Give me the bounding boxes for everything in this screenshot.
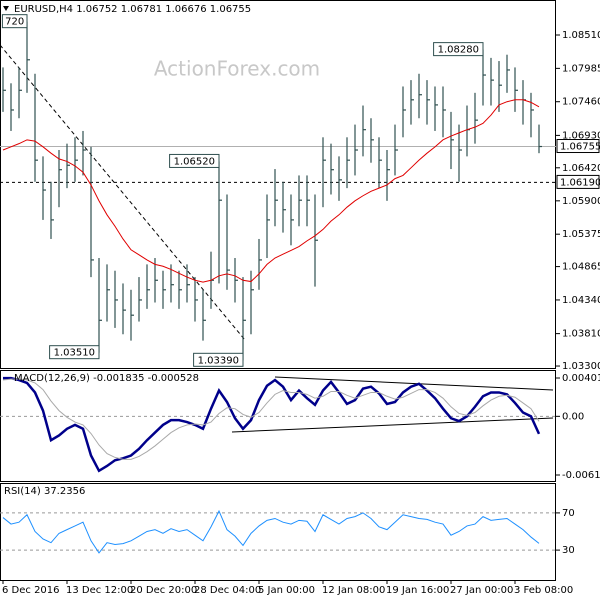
- rsi-title: RSI(14) 37.2356: [4, 486, 85, 497]
- signal-line: [2, 378, 540, 460]
- y-tick-label: 0.00: [562, 411, 584, 422]
- x-tick-label: 13 Dec 12:00: [66, 585, 133, 596]
- price-annotation: [169, 153, 220, 168]
- y-tick-label: 1.03300: [562, 361, 600, 372]
- y-tick-label: 1.04340: [562, 295, 600, 306]
- price-label-box: [556, 174, 600, 189]
- price-panel: [0, 0, 556, 369]
- rsi-plot: [0, 509, 556, 554]
- macd-line: [3, 376, 541, 473]
- y-tick-label: 1.03810: [562, 329, 600, 340]
- y-tick-label: 1.07985: [562, 63, 600, 74]
- rsi-panel: [0, 483, 556, 581]
- menu-icon: [3, 6, 9, 11]
- chart-title: EURUSD,H4 1.06752 1.06781 1.06676 1.0675…: [14, 4, 251, 15]
- y-tick-label: 1.08510: [562, 30, 600, 41]
- macd-panel: [0, 370, 556, 482]
- price-label: 1.06190: [560, 177, 600, 188]
- x-tick-label: 12 Jan 08:00: [322, 585, 385, 596]
- watermark: ActionForex.com: [154, 57, 320, 81]
- y-tick-label: 1.06420: [562, 163, 600, 174]
- y-tick-label: 70: [562, 508, 575, 519]
- x-tick-label: 20 Dec 20:00: [130, 585, 197, 596]
- price-annotation-label: 1.08280: [438, 45, 479, 56]
- trend-line: [0, 44, 246, 341]
- y-tick-label: 1.07460: [562, 97, 600, 108]
- rsi-line: [2, 509, 540, 554]
- x-tick-label: 27 Jan 00:00: [450, 585, 513, 596]
- y-tick-label: 0.004011: [562, 373, 600, 384]
- price-annotation: [1, 14, 28, 29]
- y-tick-label: 30: [562, 545, 575, 556]
- y-tick-label: -0.006143: [562, 470, 600, 481]
- moving-average: [2, 99, 540, 283]
- trend-line: [274, 376, 554, 391]
- price-annotation-label: 1.03390: [198, 355, 239, 366]
- y-tick-label: 1.06930: [562, 130, 600, 141]
- y-tick-label: 1.05375: [562, 229, 600, 240]
- price-annotation: [433, 42, 484, 57]
- price-annotation-label: 1.03510: [54, 348, 95, 359]
- price-annotation-label: 720: [5, 17, 24, 28]
- price-label: 1.06755: [560, 142, 600, 153]
- price-label-box: [556, 139, 600, 154]
- x-tick-label: 3 Feb 08:00: [514, 585, 573, 596]
- macd-plot: [0, 376, 556, 473]
- price-plot: ActionForex.com 720 1.08280 1.06520 1.03510 1…: [0, 14, 556, 367]
- x-tick-label: 6 Dec 2016: [2, 585, 60, 596]
- y-tick-label: 1.04865: [562, 262, 600, 273]
- trend-line: [231, 417, 554, 433]
- price-annotation: [49, 345, 100, 360]
- macd-title: MACD(12,26,9) -0.001835 -0.000528: [14, 373, 199, 384]
- x-tick-label: 5 Jan 00:00: [258, 585, 315, 596]
- x-tick-label: 19 Jan 16:00: [386, 585, 449, 596]
- x-tick-label: 28 Dec 04:00: [194, 585, 261, 596]
- price-annotation-label: 1.06520: [174, 156, 215, 167]
- price-annotation: [193, 352, 244, 367]
- axes: 1.08510 1.07985 1.07460 1.06930 1.06420 1.059…: [2, 30, 600, 596]
- y-tick-label: 1.05900: [562, 196, 600, 207]
